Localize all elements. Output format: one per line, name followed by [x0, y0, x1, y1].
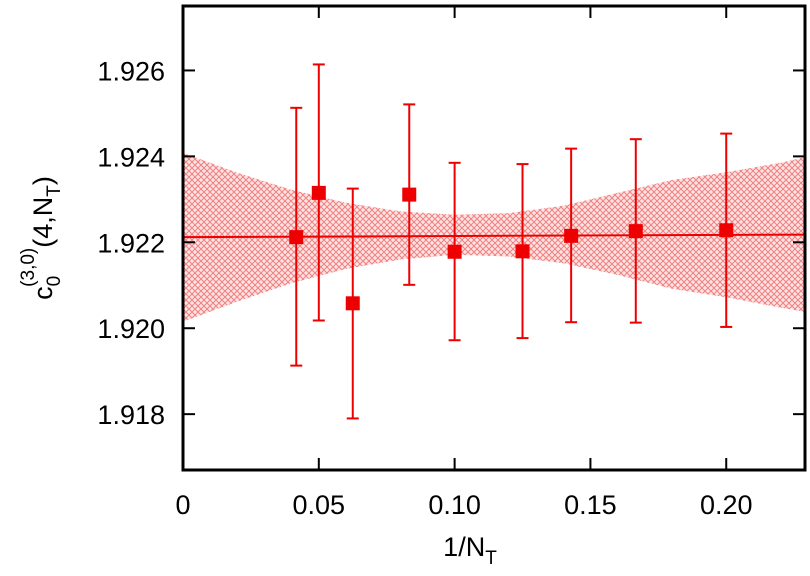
x-tick-label: 0.05 [293, 490, 346, 520]
y-axis-ticks: 1.918 1.920 1.922 1.924 1.926 [97, 56, 805, 430]
y-tick-label: 1.924 [97, 142, 165, 172]
x-axis-label-subscript: T [485, 548, 497, 569]
data-point-group [628, 138, 643, 324]
data-point-marker [719, 223, 734, 238]
data-point-marker [515, 244, 530, 259]
y-axis-label-c: c [28, 286, 58, 300]
data-point-group [447, 161, 462, 342]
x-axis-label: 1/NT [443, 532, 497, 569]
confidence-band [183, 152, 805, 322]
y-axis-label-arg-close: ) [28, 176, 58, 185]
data-point-marker [564, 228, 579, 243]
data-point-marker [311, 185, 326, 200]
data-point-marker [447, 244, 462, 259]
data-point-group [515, 163, 530, 340]
y-axis-label-arg-subscript: T [44, 185, 65, 197]
x-tick-label: 0.20 [700, 490, 753, 520]
data-point-group [402, 103, 417, 286]
fit-line-layer [183, 233, 805, 239]
y-axis-label-subscript: 0 [44, 276, 65, 287]
x-tick-label: 0 [175, 490, 190, 520]
x-axis-ticks: 0 0.05 0.10 0.15 0.20 [175, 6, 753, 520]
data-point-group [311, 63, 326, 322]
data-point-marker [402, 187, 417, 202]
x-axis-label-main: 1/N [443, 532, 485, 562]
fit-line [183, 233, 805, 239]
y-axis-label: c0 (3,0)(4,NT) [18, 176, 65, 300]
y-axis-label-arg: (4,N [28, 197, 58, 248]
y-tick-label: 1.922 [97, 228, 165, 258]
data-point-group [564, 147, 579, 324]
data-point-marker [628, 224, 643, 239]
y-tick-label: 1.926 [97, 56, 165, 86]
data-points-layer [289, 63, 734, 420]
x-tick-label: 0.10 [428, 490, 481, 520]
y-tick-label: 1.920 [97, 314, 165, 344]
plot-frame [181, 4, 807, 472]
y-axis-label-superscript: (3,0) [18, 248, 39, 287]
x-tick-label: 0.15 [564, 490, 617, 520]
data-point-group [289, 106, 304, 367]
data-point-marker [345, 296, 360, 311]
band-area [183, 152, 805, 322]
data-point-group [345, 187, 360, 420]
data-point-group [719, 132, 734, 328]
y-tick-label: 1.918 [97, 400, 165, 430]
data-point-marker [289, 230, 304, 245]
